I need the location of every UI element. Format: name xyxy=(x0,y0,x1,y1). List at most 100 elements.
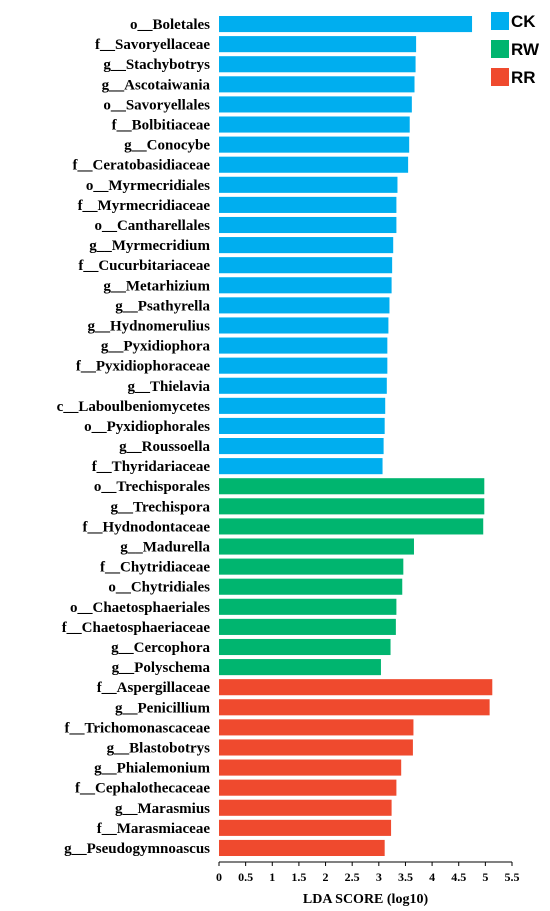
x-axis-title: LDA SCORE (log10) xyxy=(303,892,429,907)
bar-ck-6 xyxy=(219,136,410,153)
bar-ck-14 xyxy=(219,297,390,314)
bar-rr-3 xyxy=(219,739,413,756)
category-label: f__Bolbitiaceae xyxy=(112,118,211,134)
bar-ck-13 xyxy=(219,277,392,294)
category-label: g__Hydnomerulius xyxy=(87,318,210,334)
bar-ck-2 xyxy=(219,56,416,73)
category-label: f__Chytridiaceae xyxy=(100,560,210,576)
category-label: g__Psathyrella xyxy=(115,298,210,314)
category-label: f__Cucurbitariaceae xyxy=(78,258,210,274)
bar-rw-8 xyxy=(219,638,391,656)
x-tick-label: 3 xyxy=(376,870,382,884)
category-label: g__Cercophora xyxy=(111,640,210,656)
x-tick-label: 1.5 xyxy=(291,870,306,884)
x-tick-label: 0.5 xyxy=(238,870,253,884)
bar-rw-4 xyxy=(219,558,404,575)
bar-ck-20 xyxy=(219,417,385,434)
bar-ck-7 xyxy=(219,156,409,173)
category-label: o__Chytridiales xyxy=(108,580,210,596)
x-axis: 0 0.5 1 1.5 2 2.5 3 3.5 4 4.5 5 5.5 xyxy=(216,861,520,884)
category-label: g__Myrmecridium xyxy=(89,238,210,254)
x-tick-label: 4 xyxy=(429,870,435,884)
bar-ck-9 xyxy=(219,196,397,213)
category-label: g__Pseudogymnoascus xyxy=(64,841,210,857)
category-label: o__Pyxidiophorales xyxy=(84,419,210,435)
legend-label-rw: RW xyxy=(511,40,540,59)
bar-rw-3 xyxy=(219,538,414,555)
bar-rr-1 xyxy=(219,699,490,716)
category-label: c__Laboulbeniomycetes xyxy=(57,399,210,415)
bar-ck-22 xyxy=(219,458,383,475)
category-label: o__Savoryellales xyxy=(103,97,210,113)
category-label: o__Chaetosphaeriales xyxy=(70,600,210,616)
category-labels: o__Boletales f__Savoryellaceae g__Stachybo… xyxy=(57,17,211,857)
bar-rw-6 xyxy=(219,598,397,615)
bar-rw-9 xyxy=(219,659,381,676)
bar-rw-2 xyxy=(219,518,484,535)
bar-rr-7 xyxy=(219,819,392,836)
bar-rw-0 xyxy=(219,478,485,495)
bar-ck-3 xyxy=(219,76,415,93)
category-label: g__Penicillium xyxy=(115,700,211,716)
legend-label-rr: RR xyxy=(511,68,536,87)
bar-rr-5 xyxy=(219,779,397,796)
category-label: g__Metarhizium xyxy=(103,278,210,294)
category-label: f__Marasmiaceae xyxy=(97,821,211,837)
category-label: o__Trechisporales xyxy=(94,479,210,495)
x-tick-label: 5.5 xyxy=(505,870,520,884)
category-label: g__Thielavia xyxy=(127,379,210,395)
bar-ck-18 xyxy=(219,377,387,394)
legend-swatch-ck xyxy=(491,12,509,30)
category-label: f__Aspergillaceae xyxy=(97,680,211,696)
bar-ck-16 xyxy=(219,337,388,354)
category-label: f__Thyridariaceae xyxy=(92,459,211,475)
bar-ck-10 xyxy=(219,216,397,234)
category-label: g__Conocybe xyxy=(124,138,210,154)
category-label: g__Madurella xyxy=(120,540,210,556)
category-label: f__Chaetosphaeriaceae xyxy=(62,620,211,636)
category-label: g__Polyschema xyxy=(112,660,211,676)
category-label: g__Trechispora xyxy=(111,499,211,515)
bar-ck-5 xyxy=(219,116,410,133)
bar-rw-7 xyxy=(219,618,396,635)
bar-ck-17 xyxy=(219,357,388,374)
category-label: g__Pyxidiophora xyxy=(101,339,211,355)
category-label: g__Ascotaiwania xyxy=(102,77,211,93)
category-label: g__Marasmius xyxy=(115,801,210,817)
category-label: f__Trichomonascaceae xyxy=(64,720,210,736)
x-tick-label: 5 xyxy=(482,870,488,884)
bar-rr-8 xyxy=(219,839,385,856)
bar-ck-15 xyxy=(219,317,389,334)
category-label: f__Cephalothecaceae xyxy=(75,781,210,797)
legend-swatch-rr xyxy=(491,68,509,86)
category-label: f__Myrmecridiaceae xyxy=(78,198,211,214)
category-label: f__Hydnodontaceae xyxy=(83,519,211,535)
category-label: g__Phialemonium xyxy=(94,761,210,777)
category-label: g__Stachybotrys xyxy=(103,57,210,73)
bar-ck-4 xyxy=(219,96,412,113)
x-tick-label: 4.5 xyxy=(451,870,466,884)
x-tick-label: 2.5 xyxy=(345,870,360,884)
bars-layer xyxy=(219,16,493,856)
legend-swatch-rw xyxy=(491,40,509,58)
legend-label-ck: CK xyxy=(511,12,536,31)
bar-ck-12 xyxy=(219,257,393,274)
x-tick-label: 2 xyxy=(323,870,329,884)
bar-rr-6 xyxy=(219,799,392,816)
bar-ck-11 xyxy=(219,237,394,254)
category-label: g__Blastobotrys xyxy=(107,740,211,756)
category-label: o__Myrmecridiales xyxy=(86,178,210,194)
category-label: f__Pyxidiophoraceae xyxy=(76,359,210,375)
category-label: o__Boletales xyxy=(130,17,210,33)
category-label: f__Savoryellaceae xyxy=(95,37,210,53)
category-label: o__Cantharellales xyxy=(94,218,210,234)
category-label: g__Roussoella xyxy=(119,439,210,455)
x-tick-label: 1 xyxy=(269,870,275,884)
bar-ck-1 xyxy=(219,36,417,53)
category-label: f__Ceratobasidiaceae xyxy=(73,158,211,174)
x-tick-label: 3.5 xyxy=(398,870,413,884)
x-tick-label: 0 xyxy=(216,870,222,884)
bar-ck-0 xyxy=(219,16,473,33)
bar-rr-2 xyxy=(219,719,414,736)
